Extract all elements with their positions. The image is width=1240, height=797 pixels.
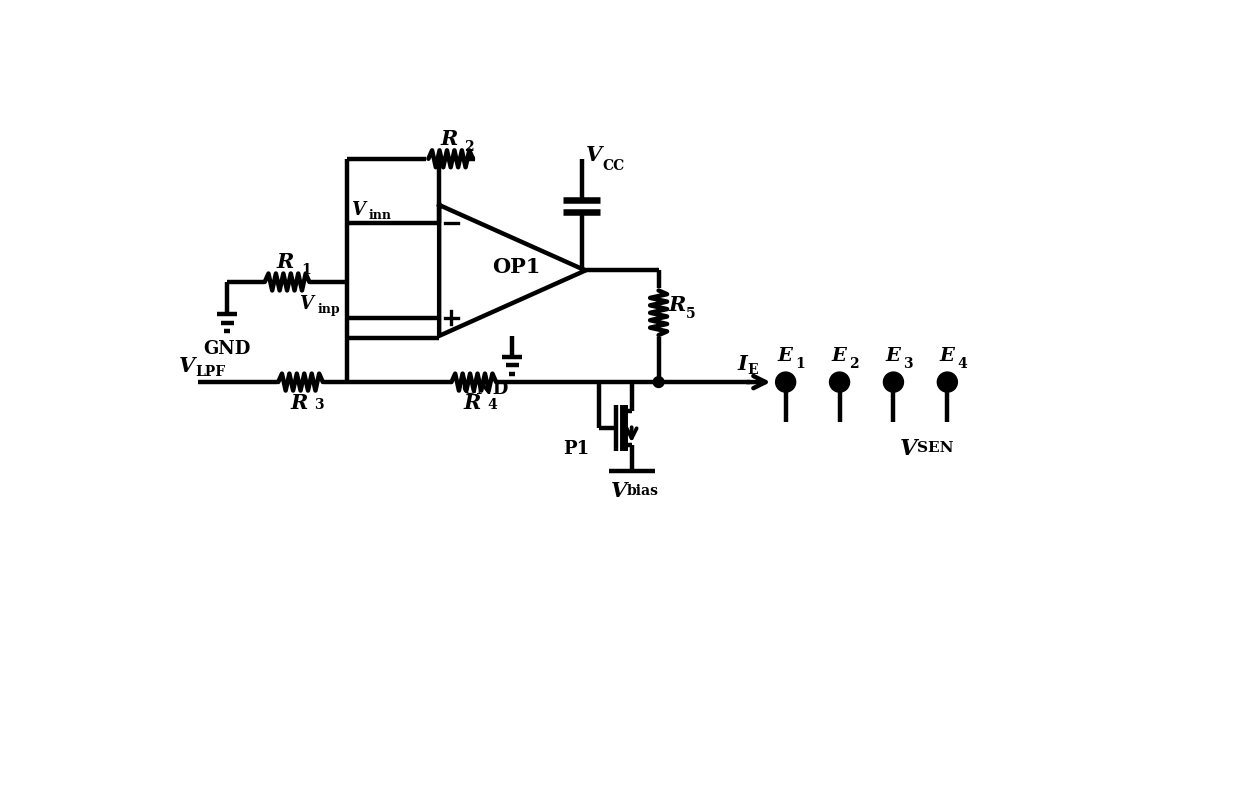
Text: 1: 1 — [301, 263, 311, 277]
Text: E: E — [831, 347, 846, 365]
Circle shape — [883, 372, 904, 392]
Text: E: E — [885, 347, 900, 365]
Text: V: V — [611, 481, 627, 501]
Text: 3: 3 — [904, 356, 913, 371]
Text: 4: 4 — [957, 356, 967, 371]
Text: CC: CC — [603, 159, 625, 173]
Text: I: I — [738, 355, 748, 375]
Text: E: E — [939, 347, 954, 365]
Text: LPF: LPF — [195, 365, 226, 379]
Text: V: V — [299, 295, 312, 313]
Text: GND: GND — [203, 340, 250, 359]
Text: bias: bias — [627, 484, 658, 497]
Text: SEN: SEN — [916, 442, 954, 455]
Text: 4: 4 — [487, 398, 497, 412]
Text: inp: inp — [317, 303, 340, 316]
Circle shape — [776, 372, 796, 392]
Text: 5: 5 — [686, 308, 696, 321]
Text: E: E — [748, 363, 758, 378]
Text: R: R — [668, 295, 686, 315]
Circle shape — [937, 372, 957, 392]
Text: OP1: OP1 — [492, 257, 541, 277]
Text: R: R — [440, 129, 458, 149]
Text: V: V — [179, 356, 195, 376]
Text: 2: 2 — [465, 140, 474, 154]
Circle shape — [653, 377, 663, 387]
Text: V: V — [585, 145, 601, 165]
Text: R: R — [464, 393, 481, 413]
Circle shape — [830, 372, 849, 392]
Text: R: R — [277, 252, 294, 272]
Text: P1: P1 — [563, 440, 589, 457]
Text: inn: inn — [368, 209, 392, 222]
Text: V: V — [899, 438, 916, 460]
Text: 1: 1 — [796, 356, 806, 371]
Text: V: V — [351, 201, 366, 218]
Text: R: R — [290, 393, 308, 413]
Text: GND: GND — [461, 379, 510, 398]
Text: 2: 2 — [849, 356, 859, 371]
Text: E: E — [777, 347, 792, 365]
Text: 3: 3 — [315, 398, 324, 412]
